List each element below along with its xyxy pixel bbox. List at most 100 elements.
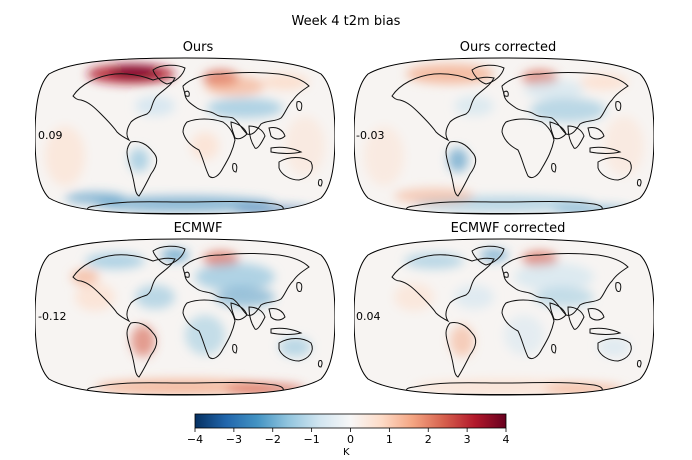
map-border: [354, 238, 654, 396]
bias-anomaly: [279, 337, 311, 357]
coastline-australia: [597, 157, 632, 181]
colorbar-tick-label: −2: [264, 433, 281, 446]
coastline-indonesia: [589, 327, 622, 335]
map-ours-corrected: [354, 57, 654, 215]
panel-title-ours-corrected: Ours corrected: [459, 40, 557, 55]
coastline-japan: [296, 101, 303, 111]
colorbar-tick-label: −4: [186, 433, 204, 446]
coastline-australia: [278, 157, 313, 181]
colorbar: [194, 413, 507, 432]
coastline-nz: [317, 179, 323, 187]
bias-anomaly: [261, 74, 309, 90]
map-ours: [35, 57, 335, 215]
bias-anomaly: [111, 66, 159, 78]
coastline-northAmerica: [72, 73, 176, 142]
coastline-nz: [636, 179, 642, 187]
bias-anomaly: [131, 325, 155, 357]
bias-anomaly: [195, 263, 275, 291]
bias-anomaly: [448, 148, 468, 172]
coastline-japan: [615, 282, 622, 292]
coastline-eurasia: [501, 72, 629, 135]
bias-anomaly: [454, 285, 494, 309]
coastline-madagascar: [232, 344, 238, 354]
bias-anomaly: [604, 116, 644, 176]
ocean-background: [35, 239, 335, 395]
coastline-eurasia: [501, 253, 629, 316]
coastline-seAsia: [268, 127, 286, 140]
bias-anomaly: [45, 126, 85, 186]
coastline-arabia: [230, 121, 248, 140]
colorbar-tick-label: 3: [463, 433, 471, 446]
bias-anomaly: [185, 315, 225, 355]
coastline-arabia: [549, 302, 567, 321]
bias-anomaly: [225, 383, 305, 395]
mean-bias-ecmwf: -0.12: [38, 310, 67, 323]
coastline-uk: [503, 90, 509, 97]
colorbar-tick-label: 4: [502, 433, 510, 446]
map-border: [35, 57, 335, 215]
colorbar-tick-label: −3: [225, 433, 242, 446]
coastline-indonesia: [270, 327, 303, 335]
bias-anomaly: [544, 383, 624, 395]
bias-anomaly: [135, 96, 175, 116]
coastline-uk: [184, 271, 190, 278]
colorbar-label: K: [343, 447, 350, 458]
bias-anomaly: [205, 76, 265, 96]
bias-anomaly: [71, 269, 99, 285]
bias-anomaly: [514, 263, 594, 291]
mean-bias-ecmwf-corrected: 0.04: [356, 310, 381, 323]
bias-anomaly: [530, 98, 606, 122]
bias-anomaly: [285, 116, 325, 176]
map-ecmwf: [35, 238, 335, 396]
bias-anomaly: [129, 148, 149, 172]
bias-anomaly: [404, 253, 464, 269]
bias-anomaly: [394, 188, 474, 204]
colorbar-tick-label: 2: [424, 433, 432, 446]
coastline-southAmerica: [445, 141, 477, 197]
coastline-india: [567, 125, 585, 149]
bias-anomaly: [364, 126, 404, 186]
coastline-india: [567, 306, 585, 330]
bias-anomaly: [191, 132, 219, 160]
coastline-uk: [184, 90, 190, 97]
coastline-uk: [503, 271, 509, 278]
coastline-africa: [501, 118, 555, 179]
mean-bias-ours: 0.09: [38, 129, 63, 142]
map-border: [354, 57, 654, 215]
coastline-greenland: [471, 64, 505, 85]
coastline-india: [248, 125, 266, 149]
bias-anomaly: [552, 205, 632, 214]
colorbar-tick-label: 0: [347, 433, 354, 446]
panel-title-ecmwf-corrected: ECMWF corrected: [450, 221, 566, 236]
coastline-madagascar: [232, 163, 238, 173]
mean-bias-ours-corrected: -0.03: [356, 129, 385, 142]
coastline-nz: [317, 360, 323, 368]
bias-anomaly: [524, 80, 584, 100]
coastline-southAmerica: [126, 141, 158, 197]
bias-anomaly: [580, 74, 628, 90]
coastline-seAsia: [268, 308, 286, 321]
coastline-africa: [182, 118, 236, 179]
bias-anomaly: [534, 287, 594, 307]
figure-title: Week 4 t2m bias: [291, 14, 401, 29]
coastline-indonesia: [270, 146, 303, 154]
coastline-arabia: [230, 302, 248, 321]
coastline-greenland: [152, 64, 186, 85]
coastline-indonesia: [589, 146, 622, 154]
bias-anomaly: [75, 283, 115, 311]
coastline-seAsia: [587, 127, 605, 140]
bias-anomaly: [85, 253, 145, 269]
coastline-madagascar: [551, 163, 557, 173]
bias-anomaly: [233, 205, 313, 214]
ocean-background: [354, 239, 654, 395]
bias-anomaly: [207, 98, 283, 118]
coastline-eurasia: [182, 253, 310, 316]
map-ecmwf-corrected: [354, 238, 654, 396]
coastline-northAmerica: [391, 73, 495, 142]
coastline-greenland: [471, 245, 505, 266]
bias-anomaly: [95, 196, 275, 212]
coastline-northAmerica: [391, 254, 495, 323]
coastline-japan: [615, 101, 622, 111]
bias-anomaly: [65, 192, 125, 204]
coastline-northAmerica: [72, 254, 176, 323]
